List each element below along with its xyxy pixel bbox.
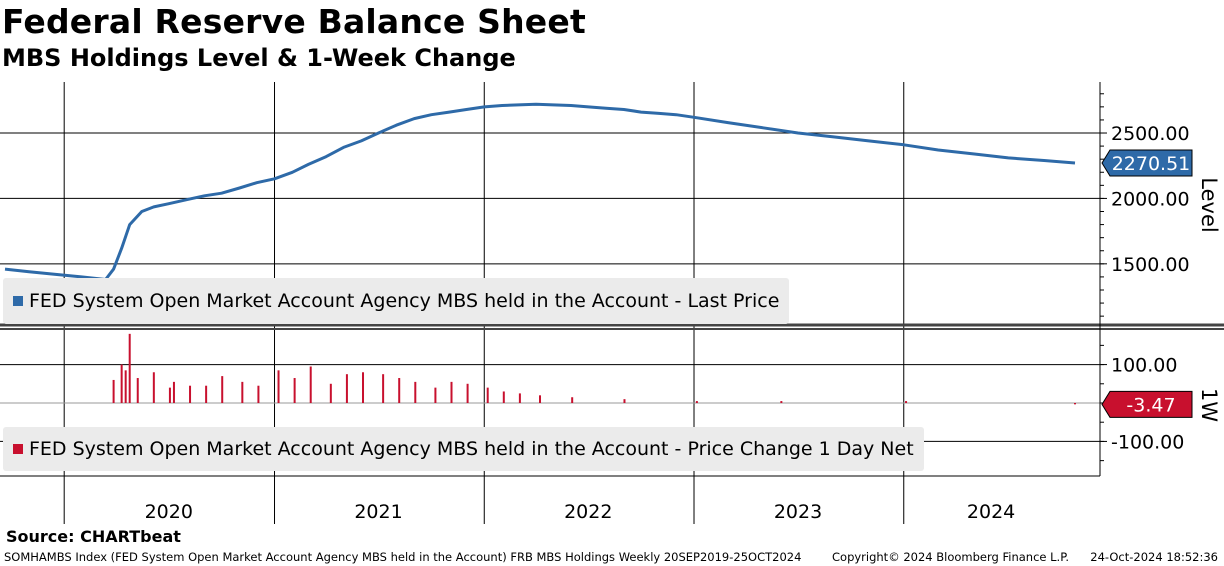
bar-change: [345, 374, 348, 403]
legend-change: FED System Open Market Account Agency MB…: [3, 427, 924, 471]
legend-level: FED System Open Market Account Agency MB…: [3, 278, 790, 324]
last-value-tag-change-text: -3.47: [1126, 394, 1175, 416]
xtick-label-2021: 2021: [354, 501, 402, 523]
bar-change: [398, 378, 401, 403]
ytick-label-change-0: -100.00: [1111, 431, 1184, 453]
ytick-label-level-0: 1500.00: [1111, 254, 1190, 276]
footer-copyright: Copyright© 2024 Bloomberg Finance L.P.: [832, 550, 1069, 564]
legend-label-level: FED System Open Market Account Agency MB…: [29, 290, 780, 312]
yaxis-title-change: 1W: [1197, 388, 1221, 422]
footer-timestamp: 24-Oct-2024 18:52:36: [1090, 550, 1218, 564]
bar-change: [189, 385, 192, 403]
bar-change: [539, 395, 541, 403]
xtick-label-2024: 2024: [967, 501, 1015, 523]
source-note: Source: CHARTbeat: [6, 527, 181, 546]
ytick-label-change-1: 100.00: [1111, 355, 1177, 377]
last-value-tag-change-shape: [1101, 390, 1193, 418]
legend-swatch-level: [13, 296, 23, 306]
footer-description: SOMHAMBS Index (FED System Open Market A…: [4, 550, 802, 564]
xtick-label-2020: 2020: [145, 501, 193, 523]
bar-change: [780, 401, 783, 403]
legend-swatch-change: [13, 444, 23, 454]
bar-change: [362, 372, 365, 403]
xtick-label-2023: 2023: [774, 501, 822, 523]
ytick-label-level-2: 2500.00: [1111, 123, 1190, 145]
bar-change: [623, 399, 626, 403]
last-value-tag-change: -3.47: [1101, 390, 1193, 418]
bar-change: [257, 385, 260, 403]
bar-change: [277, 370, 280, 403]
bar-change: [518, 393, 521, 403]
bar-change: [466, 383, 469, 403]
bar-change: [172, 381, 175, 403]
bar-change: [168, 387, 171, 403]
bar-change: [221, 376, 224, 403]
bar-change: [486, 387, 489, 403]
bar-change: [205, 385, 208, 403]
bar-change: [434, 387, 437, 403]
xtick-label-2022: 2022: [564, 501, 612, 523]
bar-change: [695, 401, 698, 403]
bar-change: [128, 333, 131, 403]
bar-change: [120, 364, 123, 403]
bar-change: [136, 378, 139, 403]
last-value-tag-level-text: 2270.51: [1112, 153, 1191, 175]
last-value-tag-level-shape: [1101, 149, 1193, 177]
bar-change: [329, 383, 332, 403]
bar-change: [152, 372, 155, 403]
bar-change: [124, 370, 127, 403]
ytick-label-level-1: 2000.00: [1111, 188, 1190, 210]
bar-change: [905, 401, 908, 403]
bar-change: [502, 391, 505, 403]
bar-change: [571, 397, 574, 403]
chart-title: Federal Reserve Balance Sheet: [2, 2, 586, 41]
bar-change: [293, 378, 296, 403]
chart-subtitle: MBS Holdings Level & 1-Week Change: [2, 44, 516, 72]
bar-change: [1074, 403, 1076, 405]
bar-change: [382, 374, 385, 403]
series-line-level: [4, 102, 1076, 281]
bar-change: [309, 366, 312, 403]
bar-change: [450, 381, 453, 403]
bar-change: [414, 381, 417, 403]
last-value-tag-level: 2270.51: [1101, 149, 1193, 177]
yaxis-title-level: Level: [1197, 177, 1221, 232]
bar-change: [112, 379, 115, 403]
bar-change: [241, 381, 244, 403]
legend-label-change: FED System Open Market Account Agency MB…: [29, 438, 914, 460]
